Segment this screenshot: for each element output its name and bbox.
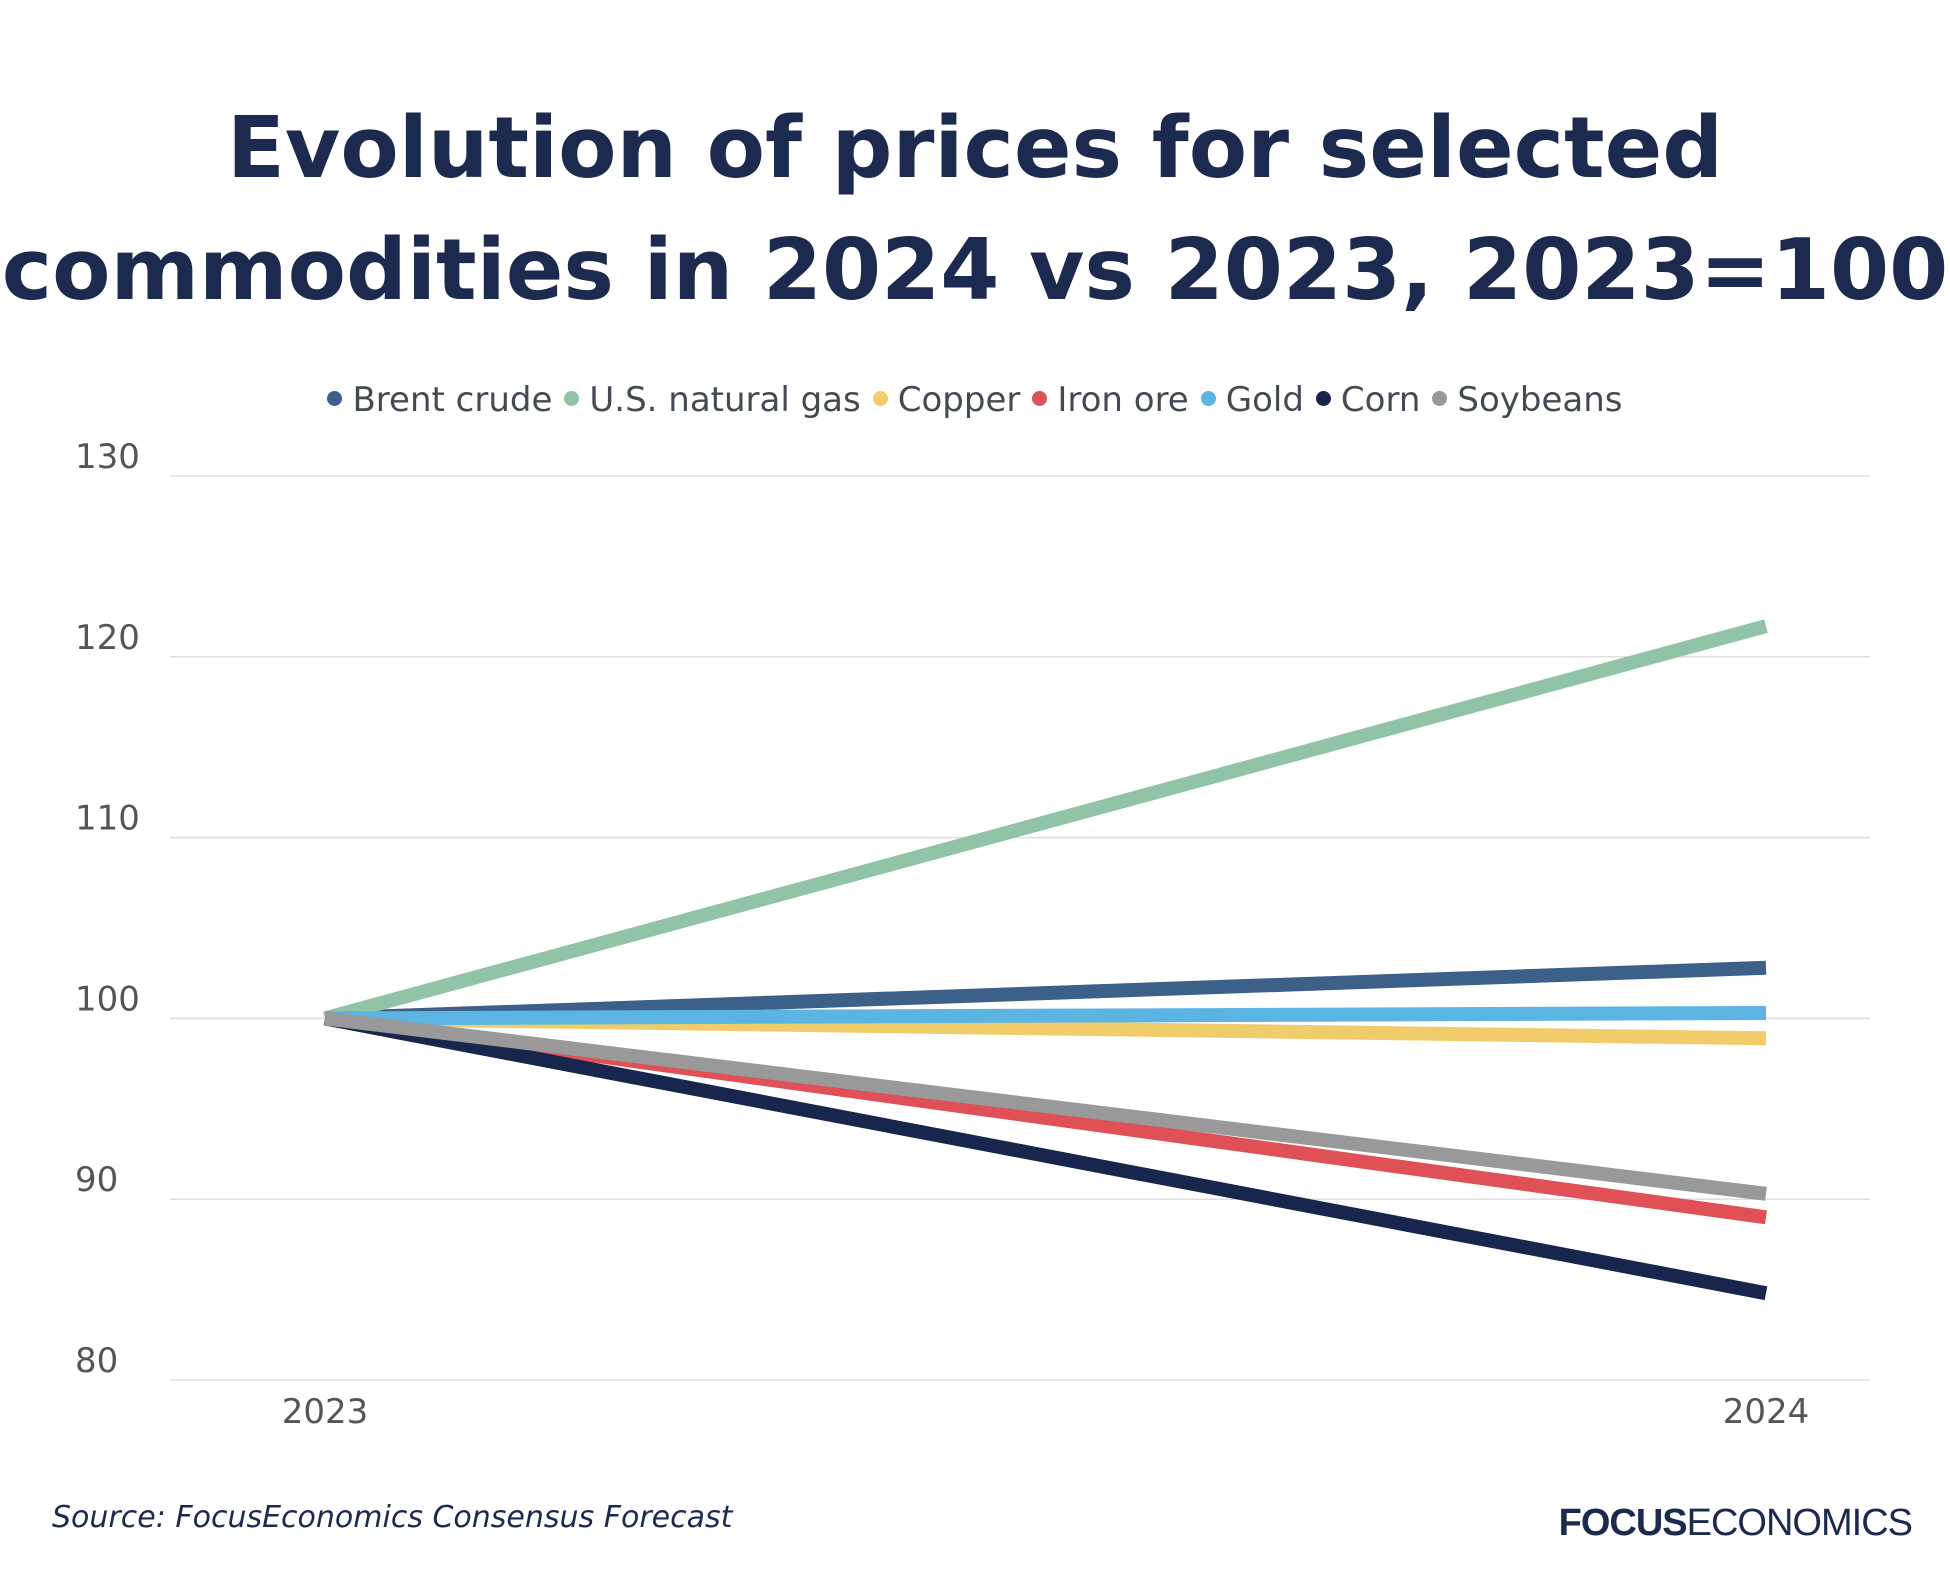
legend-item: U.S. natural gas <box>564 380 861 420</box>
legend-dot-icon <box>1200 391 1216 406</box>
series-lines <box>323 619 1768 1301</box>
chart-legend: Brent crude U.S. natural gas Copper Iron or… <box>0 380 1950 420</box>
series-line-u-s-natural-gas <box>323 619 1768 1026</box>
x-axis: 2023 2024 <box>282 1392 1810 1432</box>
brand-logo: FOCUSECONOMICS <box>1558 1502 1913 1545</box>
legend-item: Soybeans <box>1432 380 1623 420</box>
grid-lines <box>170 475 1870 1381</box>
legend-dot-icon <box>564 391 580 406</box>
legend-item: Iron ore <box>1032 380 1189 420</box>
series-line-soybeans <box>324 1011 1767 1201</box>
legend-dot-icon <box>872 391 888 406</box>
y-tick-label: 80 <box>75 1341 118 1381</box>
chart-title-line-2: commodities in 2024 vs 2023, 2023=100 <box>1 221 1949 320</box>
source-note: Source: FocusEconomics Consensus Forecas… <box>52 1500 733 1535</box>
legend-dot-icon <box>327 391 343 406</box>
series-line-gold <box>324 1006 1767 1026</box>
legend-label: Gold <box>1225 380 1304 420</box>
legend-dot-icon <box>1032 391 1048 406</box>
chart-title: Evolution of prices for selected commodi… <box>0 88 1950 332</box>
legend-label: Iron ore <box>1057 380 1189 420</box>
legend-label: Soybeans <box>1457 380 1623 420</box>
legend-item: Corn <box>1315 380 1421 420</box>
x-tick-label: 2023 <box>282 1392 369 1432</box>
y-tick-label: 90 <box>75 1160 118 1200</box>
chart-title-line-1: Evolution of prices for selected <box>226 99 1724 198</box>
legend-item: Brent crude <box>327 380 552 420</box>
y-tick-label: 100 <box>75 979 140 1019</box>
x-tick-label: 2024 <box>1723 1392 1810 1432</box>
y-tick-label: 120 <box>75 618 140 658</box>
logo-bold-part: FOCUS <box>1558 1502 1688 1544</box>
legend-label: Copper <box>897 380 1021 420</box>
series-line-brent-crude <box>324 960 1767 1026</box>
series-line-corn <box>323 1011 1768 1301</box>
legend-label: Brent crude <box>352 380 553 420</box>
legend-dot-icon <box>1315 391 1331 406</box>
y-tick-label: 110 <box>75 799 140 839</box>
y-tick-label: 130 <box>75 437 140 477</box>
legend-item: Gold <box>1200 380 1304 420</box>
legend-dot-icon <box>1432 391 1448 406</box>
logo-regular-part: ECONOMICS <box>1686 1502 1913 1544</box>
y-axis: 80 90 100 110 120 130 <box>75 437 140 1381</box>
legend-label: U.S. natural gas <box>589 380 861 420</box>
legend-item: Copper <box>872 380 1021 420</box>
legend-label: Corn <box>1340 380 1421 420</box>
